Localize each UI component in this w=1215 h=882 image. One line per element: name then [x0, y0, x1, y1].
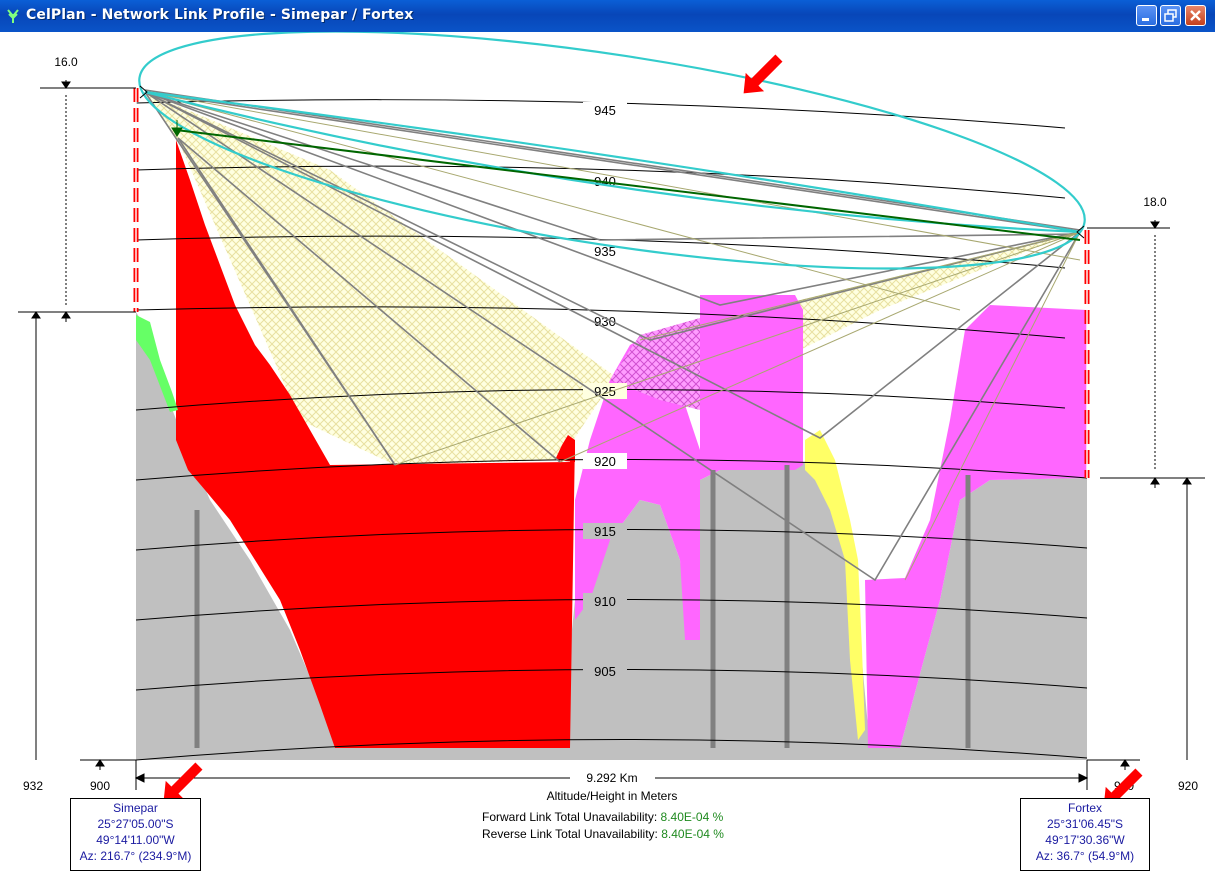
magenta-obstruction-1: [575, 335, 700, 640]
left-site-latitude: 25°27'05.00"S: [97, 817, 174, 831]
left-antenna-icon: [139, 85, 148, 99]
restore-button[interactable]: [1160, 5, 1181, 26]
reverse-unavailability-label: Reverse Link Total Unavailability:: [482, 827, 658, 841]
minimize-button[interactable]: [1136, 5, 1157, 26]
right-site-info[interactable]: Fortex 25°31'06.45"S 49°17'30.36"W Az: 3…: [1020, 798, 1150, 871]
left-site-info[interactable]: Simepar 25°27'05.00"S 49°14'11.00"W Az: …: [70, 798, 201, 871]
terrain-profile: [136, 312, 1087, 760]
contour-labels: 945 940 935 930 925 920 915 910 905: [583, 102, 627, 679]
left-site-longitude: 49°14'11.00"W: [96, 833, 175, 847]
right-dimensions: [1086, 220, 1205, 790]
left-site-azimuth: Az: 216.7° (234.9°M): [79, 849, 192, 863]
green-strip: [136, 315, 178, 412]
contour-label-910: 910: [594, 594, 616, 609]
clearance-zone: [145, 92, 1080, 465]
title-bar: CelPlan - Network Link Profile - Simepar…: [0, 0, 1215, 32]
left-antenna-height: 16.0: [54, 55, 78, 69]
close-icon: [1190, 10, 1201, 21]
forward-unavailability-label: Forward Link Total Unavailability:: [482, 810, 658, 824]
annotation-arrow-left: [163, 762, 203, 802]
distance-label: 9.292 Km: [586, 771, 637, 785]
forward-unavailability-value: 8.40E-04 %: [660, 810, 724, 824]
green-marker-icon: [171, 120, 183, 137]
annotation-arrow-top: [743, 54, 783, 94]
link-profile-canvas[interactable]: 945 940 935 930 925 920 915 910 905: [0, 30, 1215, 877]
contour-label-905: 905: [594, 664, 616, 679]
annotation-arrows: [163, 54, 1143, 808]
forward-unavailability: Forward Link Total Unavailability: 8.40E…: [482, 810, 723, 824]
units-caption: Altitude/Height in Meters: [547, 789, 678, 803]
left-site-name: Simepar: [113, 801, 158, 815]
right-ground-altitude: 920: [1178, 779, 1198, 793]
restore-icon: [1164, 9, 1177, 22]
left-dimensions: [18, 80, 137, 790]
close-button[interactable]: [1185, 5, 1206, 26]
celplan-app-icon: [7, 9, 19, 23]
left-ground-altitude: 932: [23, 779, 43, 793]
right-site-latitude: 25°31'06.45"S: [1046, 817, 1124, 831]
contour-label-935: 935: [594, 244, 616, 259]
line-of-sight: [175, 129, 1081, 241]
contour-label-920: 920: [594, 454, 616, 469]
right-site-azimuth: Az: 36.7° (54.9°M): [1035, 849, 1135, 863]
distance-dimension: [134, 773, 1089, 783]
reverse-unavailability: Reverse Link Total Unavailability: 8.40E…: [482, 827, 724, 841]
yellow-obstruction: [805, 430, 865, 740]
contour-label-945: 945: [594, 103, 616, 118]
red-obstruction: [176, 140, 575, 748]
right-site-longitude: 49°17'30.36"W: [1045, 833, 1125, 847]
link-profile-plot: 945 940 935 930 925 920 915 910 905: [18, 30, 1205, 808]
contour-label-915: 915: [594, 524, 616, 539]
reflection-paths: [144, 91, 1081, 581]
magenta-obstruction-3: [700, 295, 803, 480]
right-antenna-height: 18.0: [1143, 195, 1167, 209]
window-title: CelPlan - Network Link Profile - Simepar…: [26, 7, 414, 23]
terrain-poles: [194, 465, 971, 748]
left-base-altitude: 900: [90, 779, 110, 793]
right-antenna-icon: [1076, 225, 1085, 239]
magenta-obstruction-2: [610, 318, 700, 410]
red-obstruction-peak: [555, 435, 575, 462]
reverse-unavailability-value: 8.40E-04 %: [661, 827, 724, 841]
magenta-obstruction-4: [865, 305, 1087, 748]
minimize-icon: [1142, 18, 1149, 21]
right-site-name: Fortex: [1067, 801, 1102, 815]
